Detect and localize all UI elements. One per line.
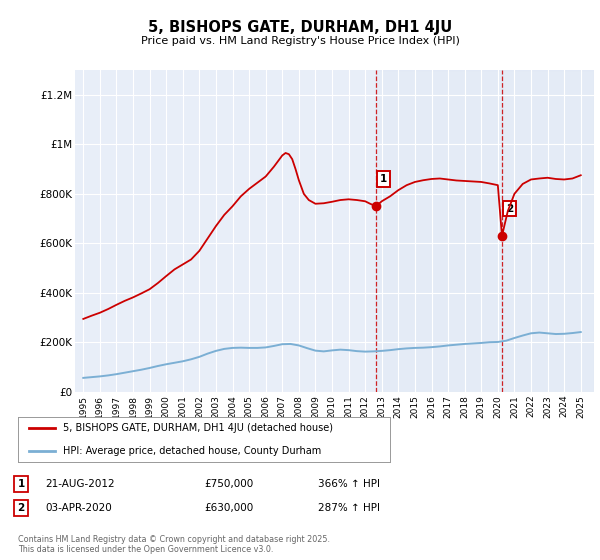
Text: 03-APR-2020: 03-APR-2020: [45, 503, 112, 513]
Bar: [502, 70, 594, 392]
Text: 5, BISHOPS GATE, DURHAM, DH1 4JU: 5, BISHOPS GATE, DURHAM, DH1 4JU: [148, 20, 452, 35]
Text: 366% ↑ HPI: 366% ↑ HPI: [318, 479, 380, 489]
Text: Contains HM Land Registry data © Crown copyright and database right 2025.
This d: Contains HM Land Registry data © Crown c…: [18, 535, 330, 554]
Text: £630,000: £630,000: [204, 503, 253, 513]
Text: 287% ↑ HPI: 287% ↑ HPI: [318, 503, 380, 513]
Text: 1: 1: [17, 479, 25, 489]
Text: 2: 2: [506, 204, 513, 214]
Text: £750,000: £750,000: [204, 479, 253, 489]
Text: 21-AUG-2012: 21-AUG-2012: [45, 479, 115, 489]
Bar: [376, 70, 502, 392]
Text: HPI: Average price, detached house, County Durham: HPI: Average price, detached house, Coun…: [62, 446, 321, 456]
Text: 2: 2: [17, 503, 25, 513]
Text: 1: 1: [380, 174, 387, 184]
Text: Price paid vs. HM Land Registry's House Price Index (HPI): Price paid vs. HM Land Registry's House …: [140, 36, 460, 46]
Text: 5, BISHOPS GATE, DURHAM, DH1 4JU (detached house): 5, BISHOPS GATE, DURHAM, DH1 4JU (detach…: [62, 423, 332, 433]
